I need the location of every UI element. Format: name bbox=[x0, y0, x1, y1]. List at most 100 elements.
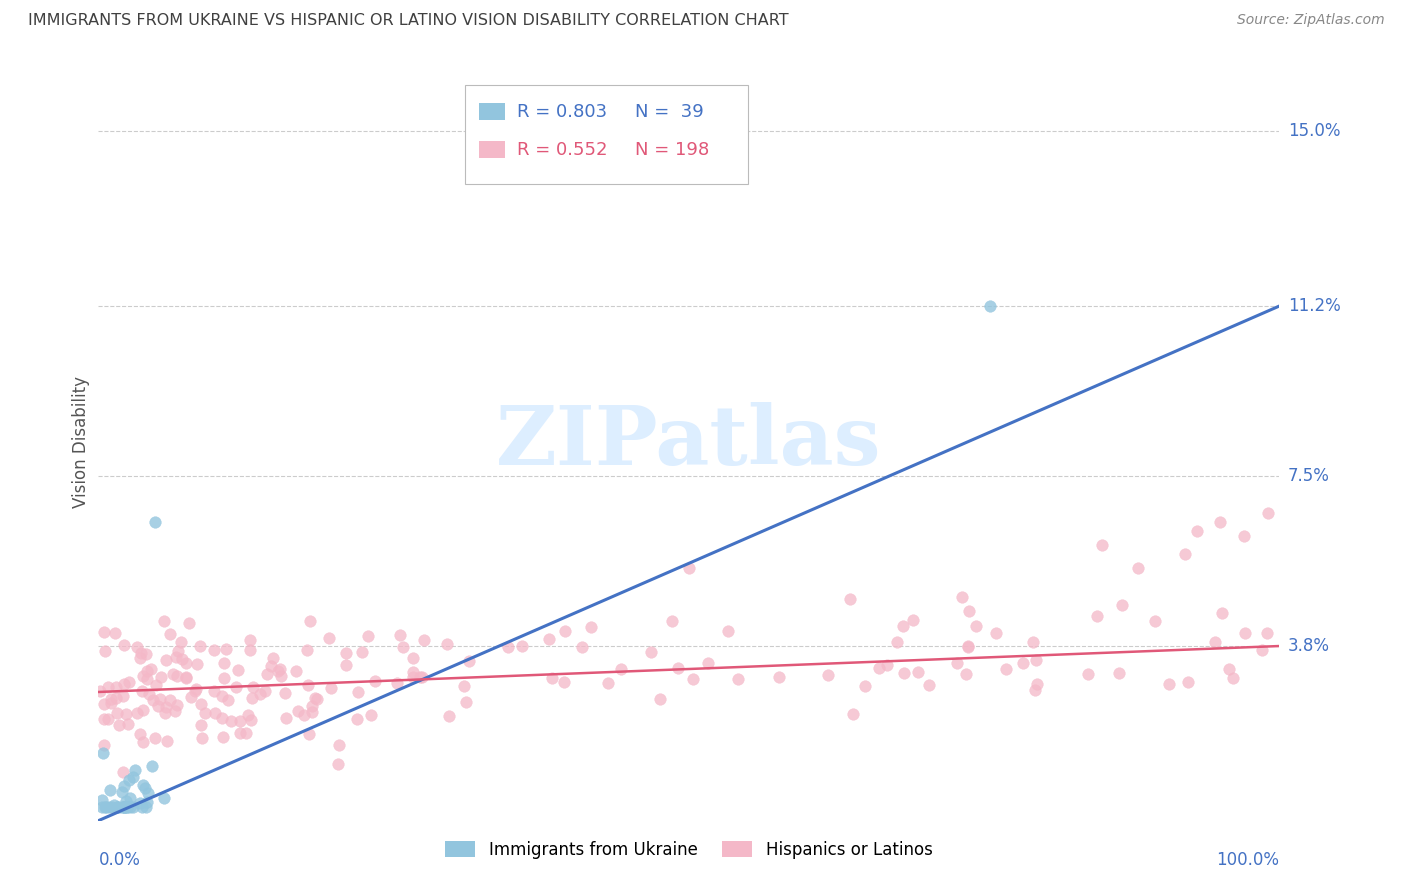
Point bbox=[111, 800, 134, 814]
Point bbox=[853, 679, 876, 693]
Point bbox=[135, 795, 157, 809]
Point bbox=[1185, 524, 1208, 538]
Point bbox=[170, 635, 193, 649]
Point bbox=[100, 692, 122, 706]
Point bbox=[541, 671, 564, 685]
Point bbox=[186, 657, 208, 671]
Text: 100.0%: 100.0% bbox=[1216, 851, 1279, 869]
Point bbox=[190, 697, 212, 711]
Point bbox=[661, 614, 683, 628]
Point bbox=[256, 667, 278, 681]
Point bbox=[131, 800, 153, 814]
Point bbox=[162, 666, 184, 681]
Point bbox=[98, 783, 121, 797]
Point bbox=[212, 730, 235, 744]
Point bbox=[298, 727, 321, 741]
Point bbox=[112, 638, 135, 652]
Point bbox=[105, 800, 128, 814]
Point bbox=[1021, 634, 1043, 648]
Point bbox=[98, 800, 121, 814]
Point bbox=[148, 699, 170, 714]
Point bbox=[202, 643, 225, 657]
Point bbox=[135, 672, 157, 686]
Point bbox=[957, 604, 980, 618]
Point bbox=[115, 794, 138, 808]
Point bbox=[139, 663, 162, 677]
Point bbox=[346, 712, 368, 726]
Text: R = 0.803: R = 0.803 bbox=[516, 103, 606, 120]
Point bbox=[239, 632, 262, 647]
Point bbox=[132, 669, 155, 683]
Point bbox=[131, 684, 153, 698]
Point bbox=[1233, 626, 1256, 640]
Point bbox=[901, 613, 924, 627]
Text: 3.8%: 3.8% bbox=[1288, 637, 1330, 655]
Point bbox=[1174, 547, 1197, 561]
Point bbox=[876, 658, 898, 673]
Point bbox=[108, 800, 131, 814]
Text: N =  39: N = 39 bbox=[634, 103, 703, 120]
Point bbox=[1159, 677, 1181, 691]
Point bbox=[512, 640, 534, 654]
Point bbox=[225, 680, 247, 694]
Point bbox=[155, 653, 177, 667]
Point bbox=[125, 706, 148, 721]
Point bbox=[115, 800, 138, 814]
Point bbox=[995, 662, 1018, 676]
Point bbox=[1256, 626, 1278, 640]
Point bbox=[166, 669, 188, 683]
Point bbox=[170, 652, 193, 666]
Point bbox=[262, 650, 284, 665]
Point bbox=[179, 615, 201, 630]
Point bbox=[129, 796, 152, 810]
Point bbox=[273, 686, 295, 700]
Point bbox=[93, 698, 115, 712]
Point bbox=[115, 800, 138, 814]
Point bbox=[212, 656, 235, 670]
Point bbox=[352, 645, 374, 659]
Point bbox=[610, 661, 633, 675]
Point bbox=[105, 706, 128, 720]
Text: IMMIGRANTS FROM UKRAINE VS HISPANIC OR LATINO VISION DISABILITY CORRELATION CHAR: IMMIGRANTS FROM UKRAINE VS HISPANIC OR L… bbox=[28, 13, 789, 29]
Text: R = 0.552: R = 0.552 bbox=[516, 141, 607, 159]
Point bbox=[174, 670, 197, 684]
Point bbox=[1108, 666, 1130, 681]
Point bbox=[93, 625, 115, 640]
Point bbox=[217, 693, 239, 707]
Point bbox=[318, 631, 340, 645]
Point bbox=[163, 704, 186, 718]
Point bbox=[1211, 607, 1233, 621]
Point bbox=[105, 690, 128, 705]
Point bbox=[387, 676, 409, 690]
Point bbox=[957, 640, 980, 654]
Point bbox=[132, 779, 155, 793]
Point bbox=[242, 690, 264, 705]
Point bbox=[886, 635, 908, 649]
Point bbox=[124, 763, 146, 777]
Point bbox=[129, 646, 152, 660]
Point bbox=[107, 717, 129, 731]
Point bbox=[184, 681, 207, 696]
Point bbox=[411, 670, 433, 684]
Text: N = 198: N = 198 bbox=[634, 141, 709, 159]
Point bbox=[950, 590, 973, 604]
Point bbox=[118, 791, 141, 805]
Point bbox=[117, 717, 139, 731]
Point bbox=[454, 695, 477, 709]
Point bbox=[138, 786, 160, 800]
Point bbox=[183, 684, 205, 698]
Point bbox=[100, 696, 122, 710]
Point bbox=[538, 632, 561, 647]
FancyBboxPatch shape bbox=[464, 85, 748, 184]
Point bbox=[128, 651, 150, 665]
Point bbox=[204, 706, 226, 721]
Point bbox=[907, 665, 929, 680]
Point bbox=[153, 791, 176, 805]
Text: 0.0%: 0.0% bbox=[98, 851, 141, 869]
Point bbox=[402, 670, 425, 684]
Point bbox=[90, 792, 112, 806]
Point bbox=[93, 738, 115, 752]
Point bbox=[190, 718, 212, 732]
Point bbox=[156, 733, 179, 747]
Point bbox=[112, 677, 135, 691]
